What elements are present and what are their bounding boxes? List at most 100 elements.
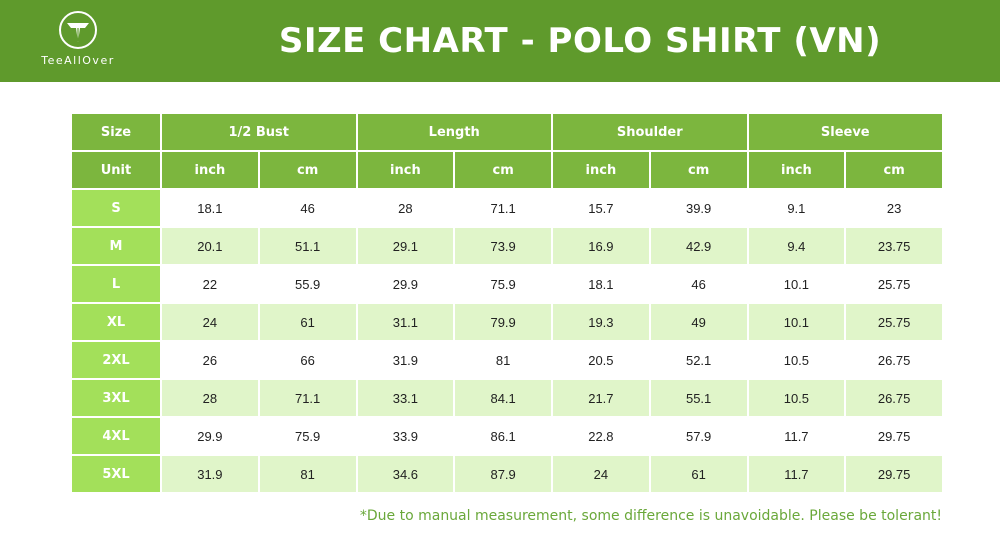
table-cell: 23 (844, 188, 944, 228)
table-cell: 66 (257, 340, 358, 380)
table-cell: 55.1 (648, 378, 749, 418)
table-cell: 26.75 (844, 340, 944, 380)
table-cell: 28 (355, 188, 456, 228)
table-cell: 42.9 (648, 226, 749, 266)
table-cell: 18.1 (551, 264, 651, 304)
table-cell: 9.1 (746, 188, 847, 228)
table-cell: 11.7 (746, 454, 847, 494)
size-label: 4XL (70, 416, 162, 456)
table-cell: 46 (257, 188, 358, 228)
table-row: S 18.1 46 28 71.1 15.7 39.9 9.1 23 (70, 188, 944, 228)
brand-name: TeeAllOver (41, 54, 115, 67)
size-chart-table: Size 1/2 Bust Length Shoulder Sleeve Uni… (70, 112, 944, 494)
table-cell: 16.9 (551, 226, 651, 266)
table-cell: 49 (648, 302, 749, 342)
unit-cm: cm (257, 150, 358, 190)
table-row: L 22 55.9 29.9 75.9 18.1 46 10.1 25.75 (70, 264, 944, 304)
size-label: 5XL (70, 454, 162, 494)
unit-inch: inch (355, 150, 456, 190)
header-bar: TeeAllOver SIZE CHART - POLO SHIRT (VN) (0, 0, 1000, 82)
header-shoulder: Shoulder (551, 112, 749, 152)
table-cell: 26 (160, 340, 260, 380)
header-size: Size (70, 112, 162, 152)
table-cell: 71.1 (257, 378, 358, 418)
table-cell: 73.9 (453, 226, 553, 266)
table-cell: 22 (160, 264, 260, 304)
size-label: 3XL (70, 378, 162, 418)
table-cell: 81 (257, 454, 358, 494)
header-sleeve: Sleeve (746, 112, 944, 152)
unit-header-row: Unit inch cm inch cm inch cm inch cm (70, 150, 944, 190)
table-row: 4XL 29.9 75.9 33.9 86.1 22.8 57.9 11.7 29.75 (70, 416, 944, 456)
table-cell: 25.75 (844, 302, 944, 342)
size-label: S (70, 188, 162, 228)
unit-cm: cm (453, 150, 553, 190)
table-row: 3XL 28 71.1 33.1 84.1 21.7 55.1 10.5 26.75 (70, 378, 944, 418)
unit-cm: cm (648, 150, 749, 190)
table-cell: 87.9 (453, 454, 553, 494)
table-cell: 22.8 (551, 416, 651, 456)
table-cell: 61 (257, 302, 358, 342)
table-cell: 86.1 (453, 416, 553, 456)
header-length: Length (355, 112, 553, 152)
header-unit: Unit (70, 150, 162, 190)
unit-cm: cm (844, 150, 944, 190)
table-cell: 81 (453, 340, 553, 380)
table-row: XL 24 61 31.1 79.9 19.3 49 10.1 25.75 (70, 302, 944, 342)
table-cell: 29.1 (355, 226, 456, 266)
brand-logo: TeeAllOver (28, 10, 128, 76)
table-cell: 20.1 (160, 226, 260, 266)
table-cell: 79.9 (453, 302, 553, 342)
table-cell: 29.9 (160, 416, 260, 456)
table-cell: 75.9 (257, 416, 358, 456)
size-label: M (70, 226, 162, 266)
table-cell: 25.75 (844, 264, 944, 304)
table-cell: 10.5 (746, 340, 847, 380)
table-row: 5XL 31.9 81 34.6 87.9 24 61 11.7 29.75 (70, 454, 944, 494)
table-cell: 10.5 (746, 378, 847, 418)
table-cell: 24 (551, 454, 651, 494)
table-cell: 71.1 (453, 188, 553, 228)
table-cell: 52.1 (648, 340, 749, 380)
table-cell: 24 (160, 302, 260, 342)
table-cell: 18.1 (160, 188, 260, 228)
table-row: 2XL 26 66 31.9 81 20.5 52.1 10.5 26.75 (70, 340, 944, 380)
table-cell: 9.4 (746, 226, 847, 266)
table-cell: 51.1 (257, 226, 358, 266)
size-label: L (70, 264, 162, 304)
table-cell: 29.9 (355, 264, 456, 304)
table-cell: 31.9 (160, 454, 260, 494)
size-label: 2XL (70, 340, 162, 380)
table-cell: 33.1 (355, 378, 456, 418)
table-cell: 55.9 (257, 264, 358, 304)
table-cell: 39.9 (648, 188, 749, 228)
table-cell: 28 (160, 378, 260, 418)
table-cell: 19.3 (551, 302, 651, 342)
group-header-row: Size 1/2 Bust Length Shoulder Sleeve (70, 112, 944, 152)
table-cell: 57.9 (648, 416, 749, 456)
table-cell: 31.9 (355, 340, 456, 380)
table-cell: 61 (648, 454, 749, 494)
table-cell: 46 (648, 264, 749, 304)
table-cell: 34.6 (355, 454, 456, 494)
table-cell: 75.9 (453, 264, 553, 304)
table-row: M 20.1 51.1 29.1 73.9 16.9 42.9 9.4 23.75 (70, 226, 944, 266)
header-half-bust: 1/2 Bust (160, 112, 358, 152)
unit-inch: inch (551, 150, 651, 190)
size-label: XL (70, 302, 162, 342)
table-cell: 26.75 (844, 378, 944, 418)
unit-inch: inch (160, 150, 260, 190)
teeallover-logo-icon (59, 11, 97, 49)
table-cell: 15.7 (551, 188, 651, 228)
page-title: SIZE CHART - POLO SHIRT (VN) (278, 21, 882, 61)
table-cell: 29.75 (844, 454, 944, 494)
table-cell: 33.9 (355, 416, 456, 456)
table-cell: 23.75 (844, 226, 944, 266)
table-cell: 10.1 (746, 302, 847, 342)
table-cell: 29.75 (844, 416, 944, 456)
table-cell: 84.1 (453, 378, 553, 418)
table-cell: 10.1 (746, 264, 847, 304)
table-cell: 11.7 (746, 416, 847, 456)
table-cell: 21.7 (551, 378, 651, 418)
table-cell: 20.5 (551, 340, 651, 380)
